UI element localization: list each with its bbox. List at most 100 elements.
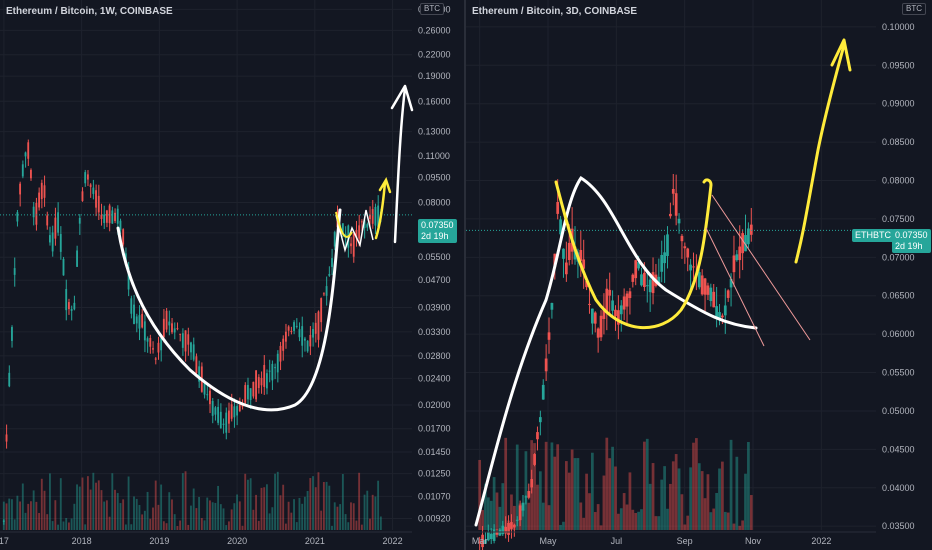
volume-bar	[301, 503, 304, 530]
left-currency-badge: BTC	[420, 3, 444, 15]
volume-bar	[46, 514, 49, 530]
candle-body	[279, 345, 282, 362]
panel-divider[interactable]	[464, 0, 466, 550]
volume-bar	[230, 509, 233, 530]
candle-body	[271, 363, 274, 381]
volume-bar	[486, 497, 490, 530]
volume-bar	[718, 468, 721, 530]
candle-body	[241, 405, 244, 407]
volume-bar	[11, 499, 13, 530]
y-tick-label: 0.08000	[418, 198, 451, 208]
candle-body	[322, 293, 325, 295]
volume-bar	[671, 461, 675, 530]
candle-body	[706, 285, 710, 295]
candle-body	[559, 219, 562, 235]
candle-body	[78, 217, 81, 224]
candle-body	[504, 526, 508, 534]
y-tick-label: 0.19000	[418, 71, 451, 81]
candle-body	[567, 242, 571, 261]
candle-body	[521, 502, 525, 511]
left-last-price: 0.07350	[421, 220, 454, 230]
candle-body	[631, 274, 635, 282]
volume-bar	[62, 521, 65, 530]
candle-body	[341, 223, 344, 235]
volume-bar	[738, 525, 742, 530]
left-chart-canvas[interactable]: 0.300000.260000.220000.190000.160000.130…	[0, 0, 464, 550]
candle-body	[5, 434, 8, 442]
volume-bar	[481, 510, 484, 530]
volume-bar	[317, 472, 320, 530]
volume-bar	[377, 480, 380, 530]
volume-bar	[19, 501, 22, 530]
candle-body	[729, 278, 733, 288]
volume-bar	[187, 524, 190, 530]
candle-body	[276, 353, 279, 373]
candle-body	[660, 254, 664, 272]
candle-body	[228, 410, 230, 424]
candle-body	[333, 232, 336, 247]
volume-bar	[54, 500, 57, 530]
y-tick-label: 0.04700	[418, 275, 451, 285]
candle-body	[173, 328, 176, 333]
candle-body	[143, 321, 146, 341]
candle-body	[325, 286, 328, 296]
volume-bar	[198, 496, 201, 530]
x-tick-label: Jul	[611, 536, 623, 546]
x-tick-label: Nov	[745, 536, 762, 546]
candle-body	[122, 229, 125, 245]
candle-body	[209, 390, 211, 405]
volume-bar	[625, 504, 629, 530]
candle-body	[187, 334, 190, 345]
volume-bar	[559, 524, 562, 530]
candle-body	[481, 534, 484, 548]
volume-bar	[67, 522, 70, 530]
volume-bar	[293, 499, 295, 530]
candle-body	[157, 342, 160, 353]
candle-body	[498, 529, 502, 536]
drawing-white-curve	[474, 175, 758, 527]
volume-bar	[48, 473, 51, 530]
volume-bar	[95, 482, 97, 530]
volume-bar	[611, 446, 614, 530]
candle-body	[219, 411, 222, 429]
volume-bar	[510, 494, 513, 530]
candle-body	[533, 454, 536, 465]
candle-body	[149, 337, 152, 347]
volume-bar	[550, 442, 554, 530]
volume-bar	[103, 501, 106, 530]
left-chart-panel[interactable]: 0.300000.260000.220000.190000.160000.130…	[0, 0, 464, 550]
candle-body	[374, 206, 377, 226]
volume-bar	[683, 524, 687, 530]
volume-bar	[263, 487, 266, 530]
candle-body	[192, 344, 195, 360]
volume-bar	[352, 503, 355, 530]
volume-bar	[124, 524, 127, 530]
volume-bar	[591, 452, 594, 530]
volume-bar	[358, 472, 361, 530]
volume-bar	[588, 493, 591, 530]
volume-bar	[24, 512, 27, 530]
volume-bar	[741, 520, 744, 530]
volume-bar	[238, 501, 241, 530]
volume-bar	[328, 485, 331, 530]
candle-body	[190, 342, 192, 353]
y-tick-label: 0.09000	[882, 99, 915, 109]
candle-body	[486, 532, 490, 541]
candle-body	[54, 217, 57, 239]
volume-bar	[211, 502, 214, 530]
candle-body	[48, 235, 51, 243]
candle-body	[97, 195, 100, 213]
candle-body	[30, 169, 32, 179]
volume-bar	[143, 510, 146, 530]
volume-bar	[617, 513, 620, 530]
right-last-price-tag: 0.07350 2d 19h	[892, 229, 931, 253]
candle-body	[495, 531, 499, 535]
right-chart-canvas[interactable]: 0.105000.100000.095000.090000.085000.080…	[466, 0, 932, 550]
candle-body	[515, 519, 519, 521]
y-tick-label: 0.13000	[418, 127, 451, 137]
right-chart-panel[interactable]: 0.105000.100000.095000.090000.085000.080…	[466, 0, 932, 550]
volume-bar	[706, 474, 710, 530]
volume-bar	[564, 461, 568, 530]
candle-body	[599, 315, 603, 338]
x-tick-label: 2021	[305, 536, 325, 546]
